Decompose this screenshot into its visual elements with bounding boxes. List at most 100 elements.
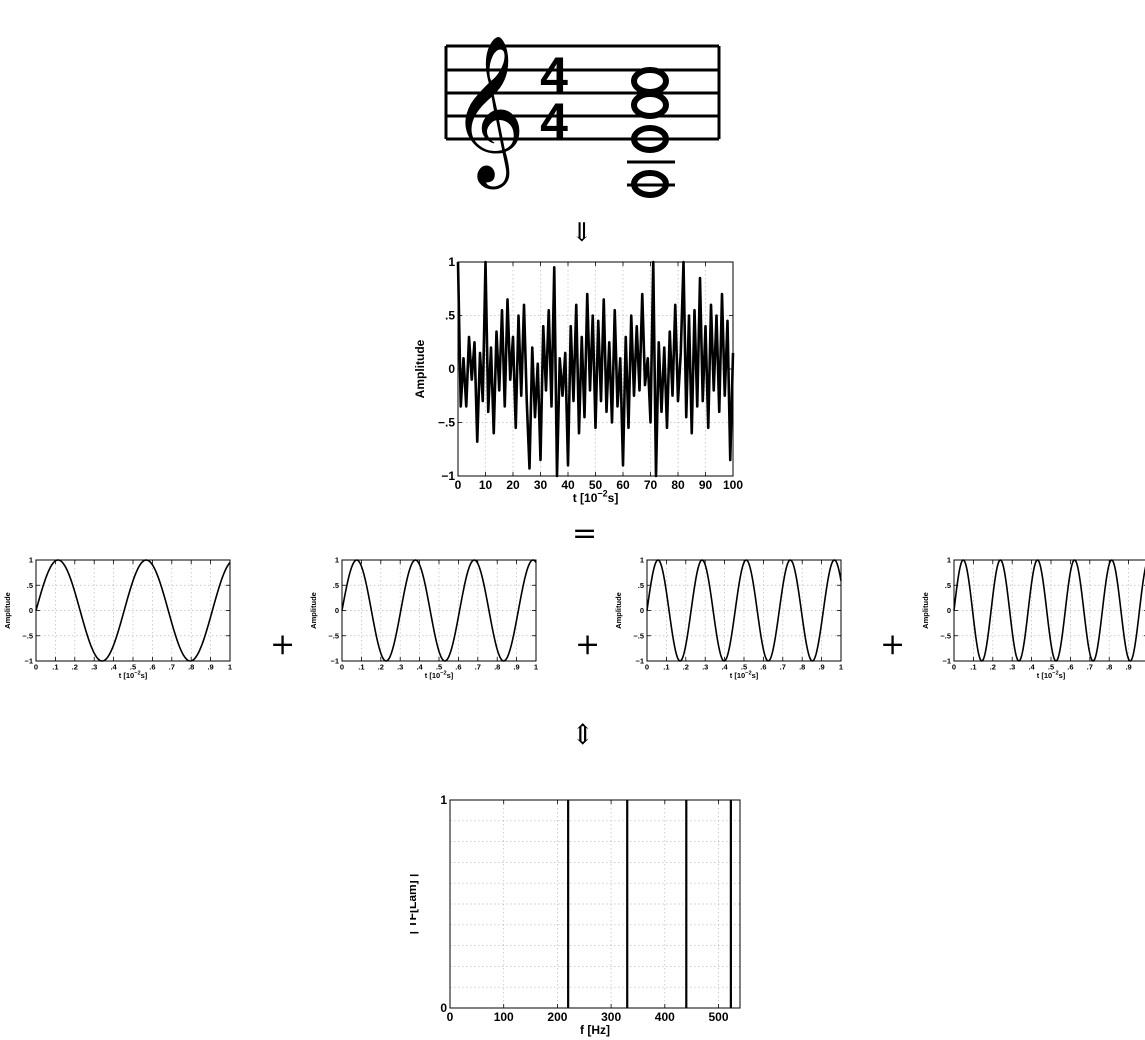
x-tick-label: .7 <box>1087 663 1093 672</box>
tick-marks <box>646 559 842 662</box>
x-tick-label: .8 <box>494 663 500 672</box>
x-tick-label: 0 <box>447 1010 454 1024</box>
tick-labels: 0 .1 .2 .3 .4 .5 .6 .7 .8 .9 1 −1 −.5 0 .5 1 <box>22 556 232 672</box>
x-tick-label: 0 <box>952 663 956 672</box>
grid-lines <box>449 800 740 1008</box>
component-chart-4: 0.1.2.3.4.5.6.7.8.91−1−.50.51t [10−2s]Am… <box>921 556 1145 680</box>
x-tick-label: .5 <box>436 663 442 672</box>
tick-marks <box>953 559 1145 662</box>
x-tick-label: 50 <box>589 478 603 492</box>
tick-marks <box>449 799 740 1009</box>
x-tick-label: 1 <box>839 663 843 672</box>
y-tick-label: .5 <box>27 581 33 590</box>
x-tick-label: 100 <box>723 478 743 492</box>
x-tick-label: 0 <box>340 663 344 672</box>
tick-marks <box>457 261 734 477</box>
y-tick-label: −1 <box>330 657 339 666</box>
equivalent-arrow: ⇕ <box>571 718 595 751</box>
x-axis-label: t [10−2s] <box>573 489 619 505</box>
y-tick-label: −1 <box>24 657 33 666</box>
x-tick-label: 300 <box>601 1010 621 1024</box>
x-tick-label: .3 <box>91 663 97 672</box>
x-tick-label: .7 <box>780 663 786 672</box>
x-tick-label: 10 <box>479 478 493 492</box>
x-axis-label: t [10−2s] <box>730 671 759 680</box>
x-tick-label: .3 <box>397 663 403 672</box>
equals-sign: = <box>572 516 598 551</box>
y-tick-label: .5 <box>333 581 339 590</box>
spectrum-peaks <box>567 800 732 1008</box>
x-tick-label: 70 <box>644 478 658 492</box>
note-head-3 <box>631 125 669 153</box>
plus-sign-1: + <box>270 627 296 662</box>
tick-marks <box>341 559 537 662</box>
y-tick-label: 1 <box>640 556 644 565</box>
note-head-2 <box>631 91 669 119</box>
x-tick-label: .5 <box>130 663 136 672</box>
x-tick-label: 90 <box>699 478 713 492</box>
note-head-1 <box>631 67 669 95</box>
y-axis-label: Amplitude <box>614 592 623 629</box>
y-axis-label: Amplitude <box>413 339 427 398</box>
x-tick-label: 60 <box>616 478 630 492</box>
y-tick-label: −.5 <box>633 631 644 640</box>
x-tick-label: .6 <box>760 663 766 672</box>
treble-clef-icon: 𝄞 <box>450 34 526 189</box>
x-tick-label: .8 <box>1106 663 1112 672</box>
x-tick-label: .1 <box>970 663 976 672</box>
y-tick-label: −1 <box>635 657 644 666</box>
x-tick-label: .9 <box>1125 663 1131 672</box>
signal-chart: 0 10 20 30 40 50 60 70 80 90 100 −1 −.5 0 .5 1 t [10−2s]… <box>413 255 743 505</box>
x-tick-label: 0 <box>645 663 649 672</box>
x-tick-label: 40 <box>561 478 575 492</box>
series-line <box>456 260 735 478</box>
x-tick-label: .6 <box>455 663 461 672</box>
x-tick-label: .4 <box>110 663 117 672</box>
y-tick-label: 1 <box>335 556 339 565</box>
y-tick-label: −1 <box>441 469 455 483</box>
x-tick-label: .7 <box>475 663 481 672</box>
y-tick-label: −1 <box>942 657 951 666</box>
x-tick-label: .1 <box>663 663 669 672</box>
grid-lines <box>646 559 842 662</box>
y-tick-label: 0 <box>29 606 33 615</box>
x-tick-label: .8 <box>799 663 805 672</box>
x-tick-label: 200 <box>547 1010 567 1024</box>
x-tick-label: .8 <box>188 663 194 672</box>
y-tick-label: 1 <box>29 556 33 565</box>
x-tick-label: .4 <box>416 663 423 672</box>
y-tick-label: 1 <box>440 793 447 807</box>
x-tick-label: .9 <box>207 663 213 672</box>
x-tick-label: .5 <box>1048 663 1054 672</box>
y-tick-label: −.5 <box>438 416 455 430</box>
y-tick-label: .5 <box>638 581 644 590</box>
x-tick-label: .4 <box>721 663 728 672</box>
implies-arrow: ⇓ <box>571 218 593 248</box>
y-tick-label: −.5 <box>328 631 339 640</box>
y-tick-label: 0 <box>448 362 455 376</box>
y-tick-label: 1 <box>448 255 455 269</box>
plus-sign-2: + <box>575 627 601 662</box>
chord-notes <box>627 67 675 198</box>
staff-lines <box>444 44 721 141</box>
x-axis-label: t [10−2s] <box>119 671 148 680</box>
x-tick-label: 20 <box>506 478 520 492</box>
spectrum-chart: 0 100 200 300 400 500 0 1 f [Hz] | TF[Lam] | <box>410 793 741 1037</box>
x-tick-label: 400 <box>655 1010 675 1024</box>
x-tick-label: 0 <box>34 663 38 672</box>
tick-labels: 0 10 20 30 40 50 60 70 80 90 100 −1 −.5 0 .5 1 <box>438 255 743 492</box>
tick-labels: 0 .1 .2 .3 .4 .5 .6 .7 .8 .9 1 −1 −.5 0 .5 1 <box>633 556 843 672</box>
tick-labels: 0 .1 .2 .3 .4 .5 .6 .7 .8 .9 1 −1 −.5 0 .5 1 <box>328 556 538 672</box>
x-axis-label: t [10−2s] <box>425 671 454 680</box>
x-tick-label: .2 <box>990 663 996 672</box>
y-tick-label: 0 <box>335 606 339 615</box>
y-tick-label: −.5 <box>940 631 951 640</box>
y-tick-label: 0 <box>640 606 644 615</box>
series-line <box>35 559 231 662</box>
time-signature-top: 4 <box>540 47 568 103</box>
x-tick-label: 80 <box>671 478 685 492</box>
tick-marks <box>35 559 231 662</box>
x-tick-label: .6 <box>1067 663 1073 672</box>
y-axis-label: Amplitude <box>921 592 930 629</box>
y-axis-label: Amplitude <box>309 592 318 629</box>
